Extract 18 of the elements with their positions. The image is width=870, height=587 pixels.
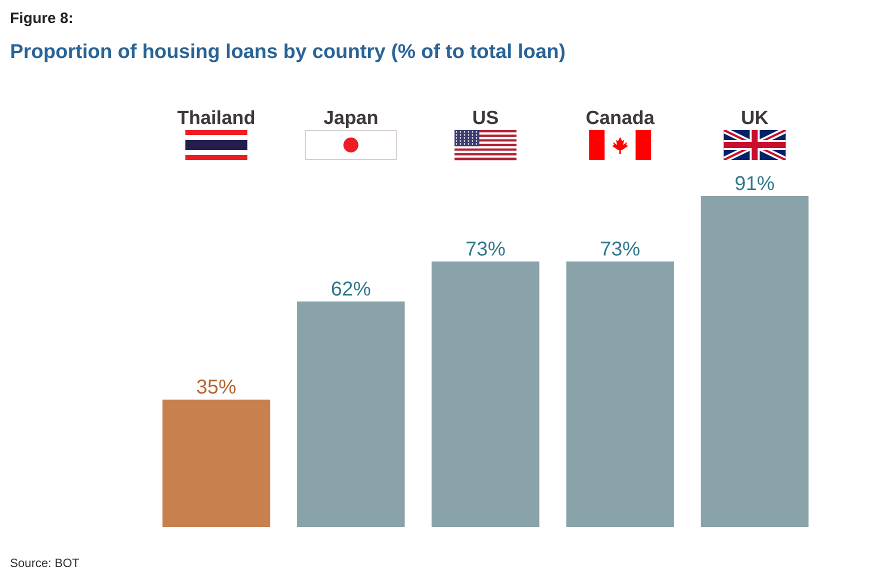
bar (432, 261, 540, 527)
x-tick-label: Thailand (177, 108, 256, 129)
data-label: 91% (734, 173, 775, 195)
bar (297, 301, 405, 527)
x-tick-label: US (472, 108, 499, 129)
data-label: 73% (600, 238, 640, 260)
bar (700, 196, 809, 527)
caption: Figure 8: (10, 10, 74, 27)
x-tick-label: UK (740, 108, 769, 129)
source-note: Source: BOT (10, 556, 80, 570)
data-label: 73% (465, 238, 506, 260)
data-label: 35% (196, 376, 237, 399)
x-tick-label: Canada (586, 108, 655, 129)
data-label: 62% (330, 278, 372, 300)
bar (566, 261, 674, 527)
chart-title: Proportion of housing loans by country (% of to total loan) (10, 41, 566, 63)
x-tick-label: Japan (323, 108, 378, 129)
bar (162, 400, 270, 527)
